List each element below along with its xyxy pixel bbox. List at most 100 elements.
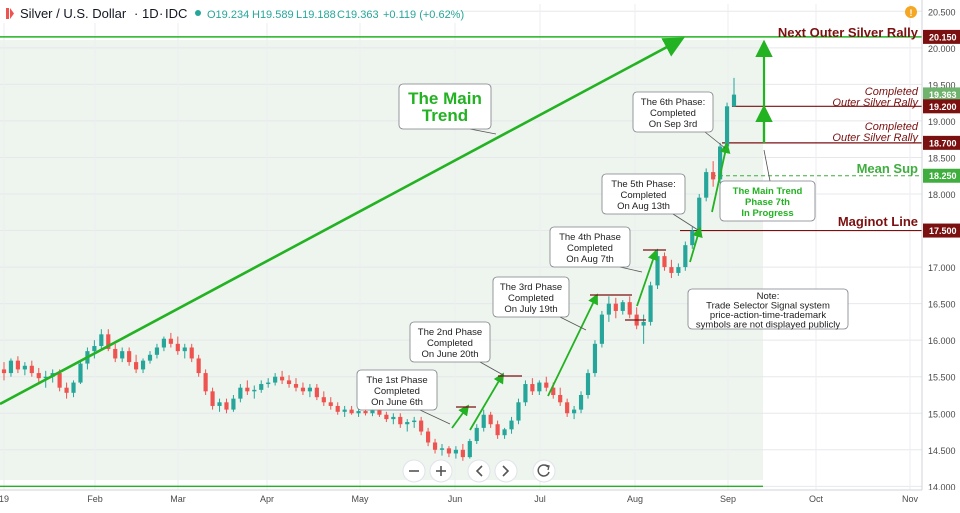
phase-arrow: [636, 249, 659, 307]
phase5-callout: The 5th Phase: Completed On Aug 13th: [601, 173, 699, 231]
chevron-left-icon: [475, 465, 483, 477]
candle-body: [467, 441, 472, 458]
price-tag-label: 17.500: [929, 226, 957, 236]
price-tag-background: [923, 87, 960, 102]
phase3-callout-text: The 3rd Phase Completed On July 19th: [500, 282, 562, 315]
price-tag-background: [923, 99, 960, 114]
price-tags: 20.150 19.363 19.200 18.700 18.250 17.500: [923, 29, 960, 238]
candle-body: [71, 382, 76, 393]
candle-body: [627, 302, 632, 315]
alert-icon[interactable]: !: [905, 6, 917, 18]
candle-body: [641, 321, 646, 326]
candle-body: [127, 351, 132, 363]
candle-body: [711, 172, 716, 180]
next-outer-rally-label: Next Outer Silver Rally: [778, 25, 919, 40]
candle-body: [384, 414, 389, 420]
price-tag-label: 18.250: [929, 171, 957, 181]
market-status-dot: [195, 10, 201, 16]
callout-box: [409, 321, 491, 363]
candle-body: [481, 414, 486, 428]
symbol-interval[interactable]: 1D: [142, 6, 159, 21]
main-trend-arrow: [0, 37, 685, 406]
phase3-callout: The 3rd Phase Completed On July 19th: [492, 276, 587, 331]
candle-body: [182, 347, 187, 352]
zoom-out-button[interactable]: [402, 459, 426, 483]
candle-body: [356, 411, 361, 414]
candle-body: [426, 431, 431, 443]
candle-body: [189, 347, 194, 359]
scroll-left-button[interactable]: [467, 459, 491, 483]
main-trend-callout: The Main Trend: [398, 83, 497, 135]
candle-body: [592, 343, 598, 374]
candle-body: [551, 387, 556, 395]
maginot-line-label: Maginot Line: [838, 214, 918, 229]
callout-box: [492, 276, 570, 318]
y-tick-label: 16.500: [928, 300, 956, 310]
candle-body: [391, 416, 396, 420]
candle-body: [15, 360, 20, 370]
candle-body: [363, 411, 368, 414]
symbol-name[interactable]: Silver / U.S. Dollar: [20, 6, 127, 21]
phase4-callout-text: The 4th Phase Completed On Aug 7th: [559, 232, 621, 265]
price-tag: 18.700: [923, 135, 960, 150]
completed-outer-rally-label-1: Completed Outer Silver Rally: [832, 86, 919, 109]
candle-body: [266, 382, 271, 385]
y-tick-label: 14.500: [928, 446, 956, 456]
candle-body: [704, 172, 709, 198]
price-tag-background: [923, 168, 960, 183]
callout-pointer: [419, 409, 451, 425]
reset-chart-button[interactable]: [532, 459, 556, 483]
callout-pointer: [469, 128, 497, 135]
y-tick-label: 20.000: [928, 44, 956, 54]
phase-arrow: [547, 293, 598, 397]
candle-body: [161, 338, 166, 348]
price-axis-background: [922, 0, 960, 490]
candle-body: [1, 369, 7, 374]
y-tick-label: 20.500: [928, 7, 956, 17]
y-tick-label: 15.000: [928, 409, 956, 419]
time-axis[interactable]: 19 Feb Mar Apr May Jun Jul Aug Sep Oct Nov: [0, 494, 918, 504]
candle-body: [718, 146, 723, 180]
symbol-separator: ·: [134, 6, 138, 21]
candle-body: [370, 410, 375, 414]
ohlc-close: C19.363: [337, 9, 379, 21]
header-background: [0, 3, 460, 23]
candle-body: [544, 382, 549, 388]
x-tick-label: Mar: [170, 494, 186, 504]
callout-pointer: [763, 149, 771, 182]
x-tick-label: Nov: [902, 494, 919, 504]
candle-body: [495, 424, 500, 436]
candle-body: [460, 449, 465, 458]
price-tag-label: 18.700: [929, 138, 957, 148]
phase6-callout-text: The 6th Phase: Completed On Sep 3rd: [641, 97, 705, 130]
candle-body: [245, 387, 250, 392]
phase6-callout: The 6th Phase: Completed On Sep 3rd: [632, 91, 726, 149]
candle-body: [78, 363, 83, 383]
x-tick-label: May: [351, 494, 369, 504]
price-tag-label: 20.150: [929, 32, 957, 42]
plus-icon: [436, 466, 446, 476]
candle-body: [662, 256, 667, 268]
candle-body: [280, 376, 285, 381]
candle-body: [113, 348, 118, 359]
candle-body: [300, 387, 306, 392]
price-tag-background: [923, 223, 960, 238]
callout-box: [632, 91, 714, 133]
price-tag-background: [923, 29, 960, 44]
callout-box: [398, 83, 492, 130]
candle-body: [558, 394, 563, 403]
candle-body: [224, 402, 229, 410]
candle-body: [669, 267, 674, 273]
ohlc-change: +0.119 (+0.62%): [383, 9, 464, 21]
symbol-separator: ·: [159, 6, 163, 21]
callout-pointer: [672, 213, 699, 231]
zoom-in-button[interactable]: [429, 459, 453, 483]
y-tick-label: 17.000: [928, 263, 956, 273]
candle-body: [572, 409, 577, 414]
candle-body: [196, 358, 201, 374]
candle-body: [412, 420, 417, 423]
scroll-right-button[interactable]: [494, 459, 518, 483]
svg-text:!: !: [910, 8, 913, 18]
